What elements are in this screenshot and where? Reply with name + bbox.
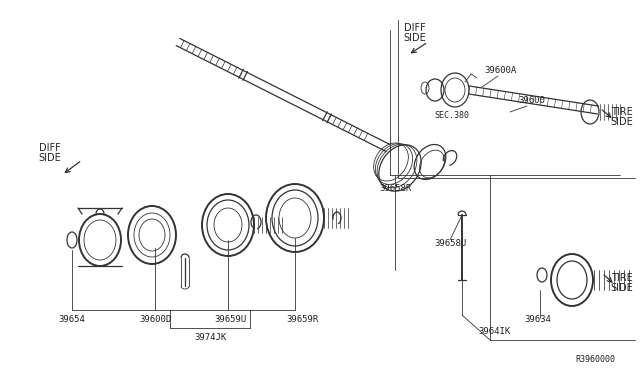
Text: DIFF: DIFF [404,23,426,33]
Text: SEC.380: SEC.380 [435,110,470,119]
Text: R3960000: R3960000 [575,356,615,365]
Text: 39600: 39600 [518,96,545,105]
Text: 3974JK: 3974JK [194,334,226,343]
Text: 39659R: 39659R [286,315,318,324]
Text: TIRE: TIRE [611,107,633,117]
Text: 39634: 39634 [525,315,552,324]
Text: 39659U: 39659U [214,315,246,324]
Text: SIDE: SIDE [611,283,634,293]
Text: DIFF: DIFF [39,143,61,153]
Text: 39600A: 39600A [484,65,516,74]
Text: 39600D: 39600D [139,315,171,324]
Text: 39658R: 39658R [379,183,411,192]
Text: TIRE: TIRE [611,273,633,283]
Text: 3964IK: 3964IK [478,327,510,337]
Text: 39658U: 39658U [434,238,466,247]
Text: 39654: 39654 [59,315,85,324]
Text: SIDE: SIDE [611,117,634,127]
Text: SIDE: SIDE [404,33,426,43]
Text: SIDE: SIDE [38,153,61,163]
